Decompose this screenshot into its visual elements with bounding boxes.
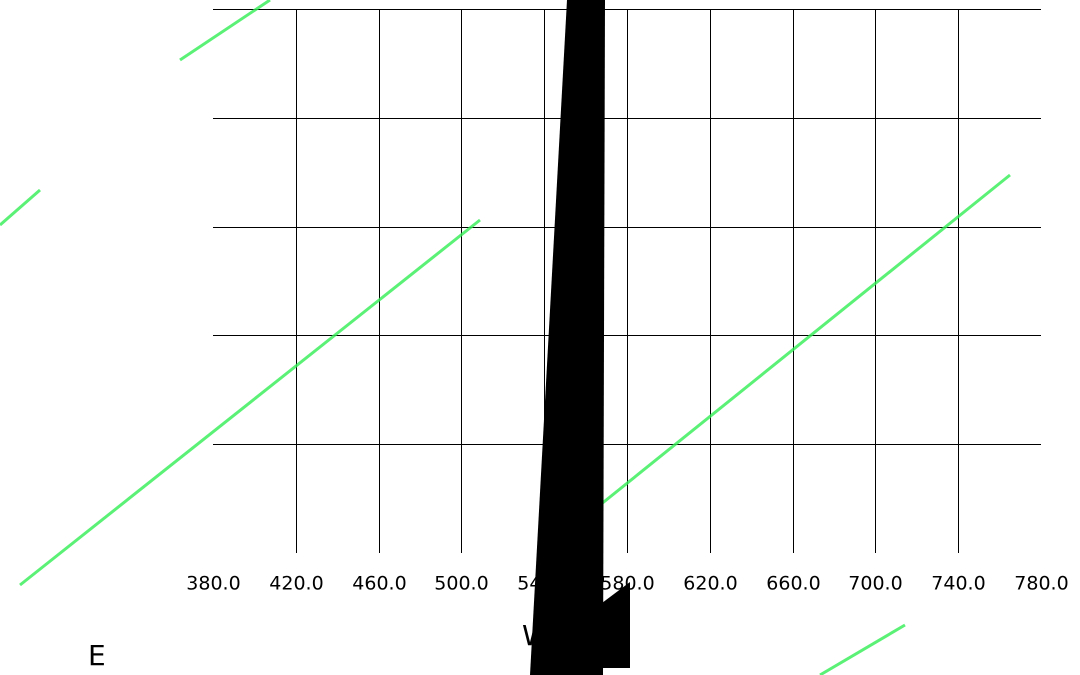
watermark-stroke — [819, 623, 906, 675]
occluder — [530, 0, 605, 675]
corner-label: E — [88, 639, 106, 672]
x-tick-label: 620.0 — [683, 573, 737, 595]
x-tick-label: 460.0 — [352, 573, 406, 595]
x-tick-label: 500.0 — [434, 573, 488, 595]
x-tick-label: 780.0 — [1014, 573, 1068, 595]
x-tick-label: 420.0 — [269, 573, 323, 595]
x-tick-label: 580.0 — [600, 573, 654, 595]
vertical-grid — [296, 9, 959, 553]
occluder — [590, 582, 630, 668]
watermark-stroke — [0, 188, 41, 227]
watermark-stroke — [19, 218, 481, 587]
watermark-stroke — [179, 0, 271, 62]
x-tick-label: 700.0 — [848, 573, 902, 595]
watermark-stroke — [599, 173, 1011, 507]
x-tick-label: 740.0 — [931, 573, 985, 595]
watermark — [0, 0, 1011, 675]
x-tick-label: 660.0 — [766, 573, 820, 595]
x-tick-label: 380.0 — [186, 573, 240, 595]
x-ticks: 380.0420.0460.0500.0540.0580.0620.0660.0… — [186, 573, 1068, 595]
